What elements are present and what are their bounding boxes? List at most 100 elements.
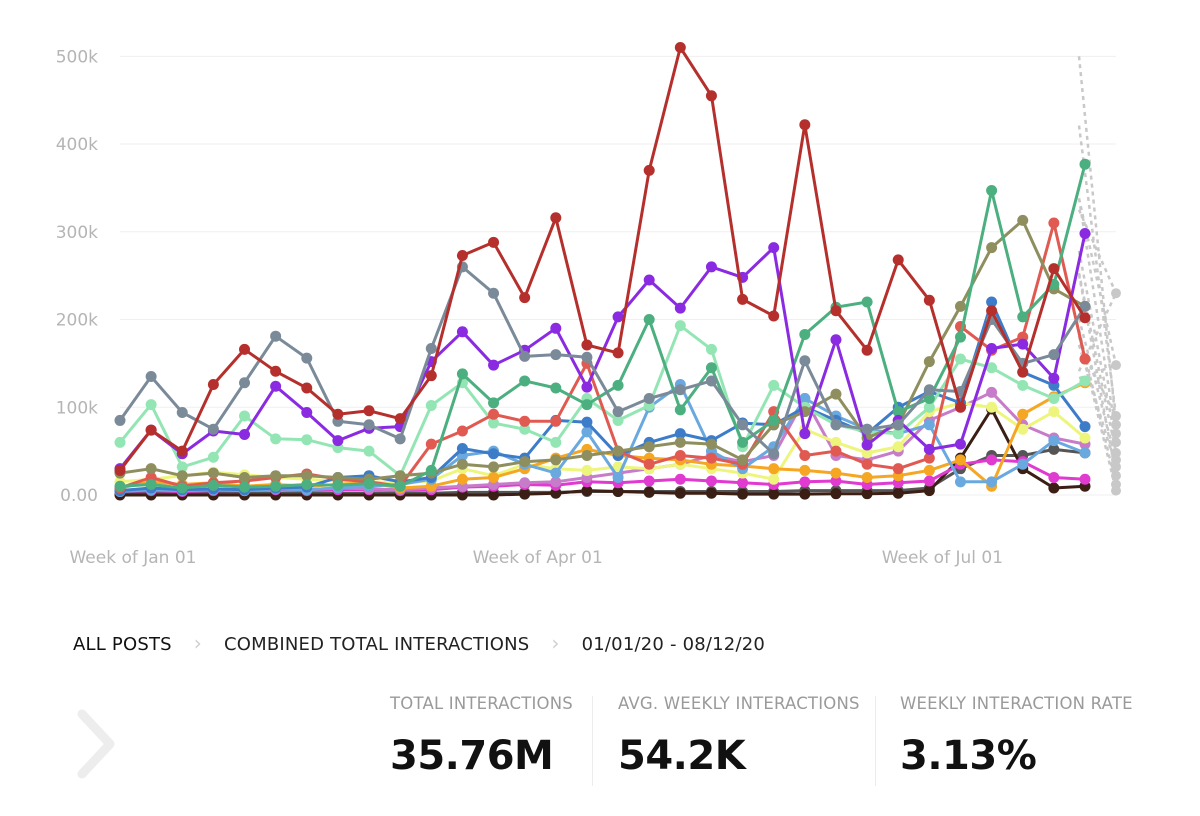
data-point [768,473,780,485]
data-point [176,461,188,473]
data-point [705,261,717,273]
data-point [550,349,562,361]
data-point [456,249,468,261]
projection-point [1111,485,1121,496]
data-point [612,347,624,359]
data-point [270,470,282,482]
data-point [892,254,904,266]
data-point [674,436,686,448]
data-point [830,388,842,400]
stat-value: 54.2K [618,733,746,779]
projection-point [1111,360,1121,371]
data-point [986,342,998,354]
data-point [799,355,811,367]
data-point [363,478,375,490]
data-point [737,454,749,466]
projection-point [1111,419,1121,430]
data-point [270,480,282,492]
stat-divider [875,696,876,786]
data-point [145,478,157,490]
data-point [488,471,500,483]
data-point [456,425,468,437]
data-point [488,417,500,429]
projection-line [1077,125,1118,417]
series-lines [114,42,1091,501]
stat-label: WEEKLY INTERACTION RATE [900,694,1133,713]
data-point [519,488,531,500]
data-point [301,470,313,482]
chevron-left-icon[interactable] [72,708,120,780]
data-point [1048,482,1060,494]
data-point [737,293,749,305]
data-point [114,480,126,492]
data-point [488,489,500,501]
projection-point [1111,461,1121,472]
data-point [519,375,531,387]
data-point [674,404,686,416]
data-point [643,392,655,404]
stat-value: 35.76M [390,733,554,779]
data-point [674,302,686,314]
data-point [799,476,811,488]
data-point [986,362,998,374]
data-point [674,473,686,485]
projection-point [1111,470,1121,481]
data-point [923,475,935,487]
data-point [861,423,873,435]
data-point [799,328,811,340]
breadcrumb-combined-total-interactions[interactable]: COMBINED TOTAL INTERACTIONS [223,633,530,655]
data-point [239,377,251,389]
data-point [768,242,780,254]
data-point [830,475,842,487]
breadcrumb-all-posts[interactable]: ALL POSTS [73,633,172,655]
data-point [1017,408,1029,420]
data-point [488,408,500,420]
data-point [954,353,966,365]
data-point [674,487,686,499]
data-point [519,423,531,435]
data-point [1017,338,1029,350]
data-point [550,476,562,488]
data-point [923,294,935,306]
data-point [1079,158,1091,170]
data-point [581,351,593,363]
data-point [705,438,717,450]
breadcrumb-date-range[interactable]: 01/01/20 - 08/12/20 [581,633,766,655]
y-tick-label: 200k [56,311,98,331]
projection-point [1111,411,1121,422]
data-point [923,356,935,368]
projection-line [1077,344,1118,468]
data-point [519,350,531,362]
data-point [861,439,873,451]
data-point [954,300,966,312]
data-point [986,401,998,413]
data-point [1048,406,1060,418]
data-point [550,212,562,224]
data-point [550,436,562,448]
data-point [456,473,468,485]
data-point [145,424,157,436]
data-point [674,428,686,440]
data-point [488,397,500,409]
data-point [674,320,686,332]
data-point [612,471,624,483]
data-point [301,478,313,490]
data-point [861,447,873,459]
data-point [705,362,717,374]
data-point [456,443,468,454]
data-point [954,331,966,343]
data-point [394,413,406,425]
data-point [270,330,282,342]
data-point [861,344,873,356]
projection-line [1077,250,1118,443]
data-point [488,359,500,371]
data-point [301,352,313,364]
data-point [519,292,531,304]
data-point [581,485,593,497]
data-point [332,471,344,483]
data-point [550,415,562,427]
data-point [799,119,811,131]
series-line [114,42,1091,476]
data-point [643,486,655,498]
data-point [1017,423,1029,435]
